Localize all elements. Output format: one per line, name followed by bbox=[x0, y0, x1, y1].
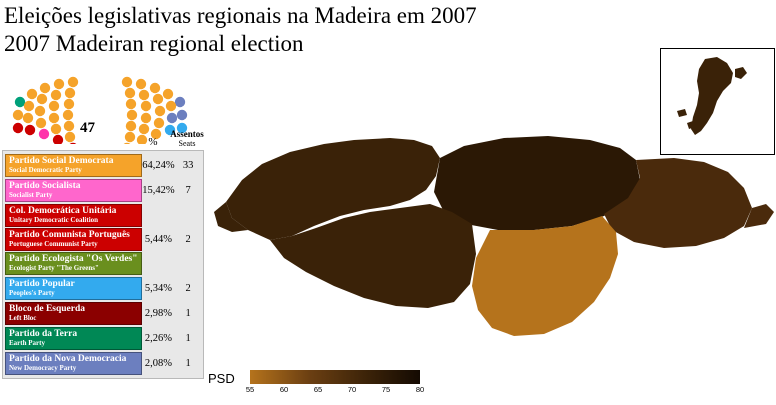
party-name-en: Ecologist Party "The Greens" bbox=[9, 264, 99, 272]
legend-tick-labels: 55 60 65 70 75 80 bbox=[246, 385, 424, 397]
party-cell: Bloco de Esquerda Left Bloc bbox=[5, 301, 142, 326]
party-name-pt: Partido Ecologista "Os Verdes" bbox=[9, 254, 138, 264]
party-percent: 15,42% bbox=[142, 185, 175, 196]
seat-group-left bbox=[12, 76, 79, 144]
party-percent: 64,24% bbox=[142, 160, 175, 171]
party-seats: 33 bbox=[182, 160, 194, 171]
header-seats-pt: Assentos bbox=[170, 129, 204, 139]
seat-arc-svg bbox=[12, 76, 188, 144]
legend-tick: 75 bbox=[381, 385, 391, 394]
party-swatch-pp: Partido Popular Peoples's Party bbox=[5, 277, 142, 300]
table-row: Partido Socialista Socialist Party 15,42… bbox=[5, 178, 201, 203]
municipality-region-east bbox=[604, 158, 752, 248]
party-swatch-pev: Partido Ecologista "Os Verdes" Ecologist… bbox=[5, 252, 142, 275]
legend-tick: 60 bbox=[279, 385, 289, 394]
table-row: Partido da Terra Earth Party 2,26% 1 bbox=[5, 326, 201, 351]
party-swatch-mpt: Partido da Terra Earth Party bbox=[5, 327, 142, 350]
seat-group-right bbox=[121, 76, 188, 144]
party-swatch-be: Bloco de Esquerda Left Bloc bbox=[5, 302, 142, 325]
party-swatch-pnd: Partido da Nova Democracia New Democracy… bbox=[5, 352, 142, 375]
party-name-pt: Partido Popular bbox=[9, 279, 75, 289]
party-seats: 1 bbox=[185, 308, 191, 319]
table-row: Partido Social Democrata Social Democrat… bbox=[5, 153, 201, 178]
municipality-region-central bbox=[434, 136, 640, 230]
table-row: Partido da Nova Democracia New Democracy… bbox=[5, 351, 201, 376]
porto-santo-inset-map bbox=[660, 48, 775, 155]
party-seats: 2 bbox=[185, 283, 191, 294]
party-percent: 5,44% bbox=[144, 234, 172, 245]
porto-santo-islet-west bbox=[677, 109, 687, 117]
header-seats: Assentos Seats bbox=[170, 129, 204, 149]
party-swatch-cdu: Col. Democrática Unitária Unitary Democr… bbox=[5, 204, 142, 227]
party-name-en: Social Democratic Party bbox=[9, 166, 82, 174]
party-percent: 2,08% bbox=[144, 358, 172, 369]
party-name-pt: Partido da Nova Democracia bbox=[9, 354, 127, 364]
map-west-tip bbox=[214, 202, 248, 232]
results-table: Partido Social Democrata Social Democrat… bbox=[2, 150, 204, 379]
party-name-en: Earth Party bbox=[9, 339, 45, 347]
table-row: Bloco de Esquerda Left Bloc 2,98% 1 bbox=[5, 301, 201, 326]
header-percent: % bbox=[148, 136, 158, 148]
title-english: 2007 Madeiran regional election bbox=[4, 31, 304, 56]
table-row: Partido Popular Peoples's Party 5,34% 2 bbox=[5, 276, 201, 301]
legend-tick: 65 bbox=[313, 385, 323, 394]
parliament-seat-diagram bbox=[2, 72, 198, 144]
party-seats: 7 bbox=[185, 185, 191, 196]
results-rows: Partido Social Democrata Social Democrat… bbox=[5, 153, 201, 376]
legend-tick: 80 bbox=[415, 385, 425, 394]
party-cell: Partido Socialista Socialist Party bbox=[5, 178, 142, 203]
party-cell: Partido da Nova Democracia New Democracy… bbox=[5, 351, 142, 376]
party-percent: 2,98% bbox=[144, 308, 172, 319]
party-name-en: Socialist Party bbox=[9, 191, 53, 199]
party-name-en: Left Bloc bbox=[9, 314, 37, 322]
madeira-choropleth-map bbox=[204, 40, 774, 370]
party-swatch-pcp: Partido Comunista Português Portuguese C… bbox=[5, 228, 142, 251]
municipality-region-northwest bbox=[226, 138, 440, 240]
party-cell: Partido Social Democrata Social Democrat… bbox=[5, 153, 142, 178]
party-cell: Partido da Terra Earth Party bbox=[5, 326, 142, 351]
legend-tick: 70 bbox=[347, 385, 357, 394]
map-east-tail bbox=[744, 204, 774, 228]
party-name-pt: Partido Social Democrata bbox=[9, 156, 114, 166]
party-name-pt: Bloco de Esquerda bbox=[9, 304, 86, 314]
header-seats-en: Seats bbox=[178, 139, 196, 148]
porto-santo-island bbox=[691, 57, 733, 135]
legend-svg bbox=[250, 370, 420, 384]
party-name-en: Unitary Democratic Coalition bbox=[9, 216, 99, 224]
party-name-pt: Partido Comunista Português bbox=[9, 230, 130, 240]
party-cell: Partido Popular Peoples's Party bbox=[5, 276, 142, 301]
municipality-region-southwest bbox=[270, 204, 476, 308]
party-name-en: New Democracy Party bbox=[9, 364, 77, 372]
party-name-pt: Partido da Terra bbox=[9, 329, 78, 339]
porto-santo-islet-southwest bbox=[687, 121, 695, 129]
party-name-pt: Partido Socialista bbox=[9, 181, 81, 191]
page-title: Eleições legislativas regionais na Madei… bbox=[4, 2, 644, 58]
party-seats: 2 bbox=[185, 234, 191, 245]
legend-tick: 55 bbox=[245, 385, 255, 394]
party-name-pt: Col. Democrática Unitária bbox=[9, 206, 117, 216]
party-name-en: Portuguese Communist Party bbox=[9, 240, 98, 248]
legend-gradient bbox=[250, 370, 420, 384]
municipality-region-funchal bbox=[472, 216, 618, 336]
inset-svg bbox=[677, 57, 747, 135]
results-table-header: % Assentos Seats bbox=[2, 124, 204, 149]
party-seats: 1 bbox=[185, 333, 191, 344]
legend-label: PSD bbox=[208, 371, 235, 386]
map-svg bbox=[214, 136, 774, 336]
party-percent: 2,26% bbox=[144, 333, 172, 344]
party-cell: Col. Democrática Unitária Unitary Democr… bbox=[5, 203, 142, 276]
party-seats: 1 bbox=[185, 358, 191, 369]
table-row: Col. Democrática Unitária Unitary Democr… bbox=[5, 203, 201, 276]
porto-santo-islet-east bbox=[735, 67, 747, 79]
title-portuguese: Eleições legislativas regionais na Madei… bbox=[4, 3, 477, 28]
total-seats-label: 47 bbox=[80, 120, 95, 136]
party-swatch-ps: Partido Socialista Socialist Party bbox=[5, 179, 142, 202]
party-percent: 5,34% bbox=[144, 283, 172, 294]
party-swatch-psd: Partido Social Democrata Social Democrat… bbox=[5, 154, 142, 177]
party-name-en: Peoples's Party bbox=[9, 289, 55, 297]
